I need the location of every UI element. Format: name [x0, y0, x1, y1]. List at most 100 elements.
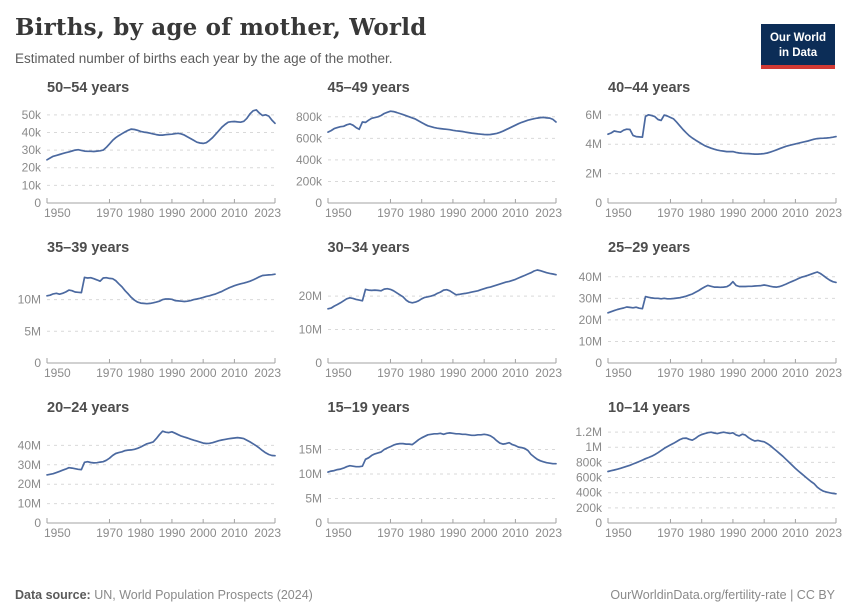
chart-title: 15–19 years [327, 399, 410, 416]
logo-line-2: in Data [778, 46, 818, 59]
chart-panel-50-54: 50–54 years 0 10k 20k 30k 40k 50k 1950 1970 1980… [9, 79, 281, 229]
chart-panel-40-44: 40–44 years 0 2M 4M 6M 1950 1970 1980 1990 2000 2… [570, 79, 842, 229]
svg-text:2000: 2000 [470, 526, 497, 540]
chart-panel-20-24: 20–24 years 0 10M 20M 30M 40M 1950 1970 1980 199… [9, 399, 281, 549]
svg-text:1970: 1970 [657, 526, 684, 540]
svg-text:2023: 2023 [815, 366, 842, 380]
svg-text:600k: 600k [576, 470, 603, 484]
svg-text:1.2M: 1.2M [575, 425, 602, 439]
chart-panel-45-49: 45–49 years 0 200k 400k 600k 800k 1950 1970 198… [290, 79, 562, 229]
svg-text:1950: 1950 [605, 526, 632, 540]
svg-text:1980: 1980 [408, 206, 435, 220]
svg-text:10M: 10M [298, 467, 321, 481]
svg-text:2000: 2000 [190, 206, 217, 220]
chart-footer: Data source: UN, World Population Prospe… [15, 588, 835, 602]
svg-text:1980: 1980 [408, 526, 435, 540]
svg-text:40k: 40k [22, 125, 42, 139]
owid-chart-page: Births, by age of mother, World Estimate… [0, 14, 850, 614]
line-chart: 0 10M 20M 30M 40M 1950 1970 1980 1990 2000 2010 202… [9, 419, 281, 549]
chart-title: 35–39 years [47, 239, 130, 256]
svg-text:2000: 2000 [751, 206, 778, 220]
logo-line-1: Our World [769, 32, 826, 44]
svg-text:1990: 1990 [720, 206, 747, 220]
svg-text:2023: 2023 [535, 206, 562, 220]
svg-text:800k: 800k [576, 455, 603, 469]
svg-text:1970: 1970 [657, 366, 684, 380]
svg-text:2010: 2010 [782, 206, 809, 220]
svg-text:2000: 2000 [190, 526, 217, 540]
svg-text:2010: 2010 [782, 526, 809, 540]
svg-text:2000: 2000 [751, 366, 778, 380]
svg-text:20M: 20M [298, 289, 321, 303]
svg-text:2010: 2010 [221, 366, 248, 380]
svg-text:1950: 1950 [605, 206, 632, 220]
svg-text:6M: 6M [585, 108, 602, 122]
svg-text:5M: 5M [24, 324, 41, 338]
svg-text:30M: 30M [18, 458, 41, 472]
svg-text:600k: 600k [295, 131, 322, 145]
svg-text:1970: 1970 [657, 206, 684, 220]
svg-text:1980: 1980 [127, 526, 154, 540]
chart-panel-25-29: 25–29 years 0 10M 20M 30M 40M 1950 1970 1980 199… [570, 239, 842, 389]
svg-text:30M: 30M [579, 291, 602, 305]
svg-text:0: 0 [315, 196, 322, 210]
svg-text:1950: 1950 [44, 366, 71, 380]
chart-panel-30-34: 30–34 years 0 10M 20M 1950 1970 1980 1990 2000 2… [290, 239, 561, 389]
svg-text:2000: 2000 [751, 526, 778, 540]
line-chart: 0 5M 10M 1950 1970 1980 1990 2000 2010 2023 [9, 259, 281, 389]
svg-text:2000: 2000 [470, 366, 497, 380]
charts-grid: 50–54 years 0 10k 20k 30k 40k 50k 1950 1970 1980… [9, 79, 842, 549]
chart-title: 45–49 years [327, 79, 410, 96]
svg-text:2M: 2M [585, 166, 602, 180]
svg-text:1970: 1970 [96, 206, 123, 220]
svg-text:1980: 1980 [408, 366, 435, 380]
svg-text:10M: 10M [298, 322, 321, 336]
line-chart: 0 200k 400k 600k 800k 1M 1.2M 1950 1970 1980 1990 2… [570, 419, 842, 549]
svg-text:2000: 2000 [470, 206, 497, 220]
page-title: Births, by age of mother, World [15, 14, 427, 41]
chart-panel-15-19: 15–19 years 0 5M 10M 15M 1950 1970 1980 1990 200… [290, 399, 562, 549]
svg-text:1980: 1980 [688, 526, 715, 540]
page-subtitle: Estimated number of births each year by … [15, 50, 393, 66]
svg-text:4M: 4M [585, 137, 602, 151]
line-chart: 0 200k 400k 600k 800k 1950 1970 1980 1990 2000 201… [290, 99, 562, 229]
svg-text:2000: 2000 [190, 366, 217, 380]
svg-text:800k: 800k [295, 110, 322, 124]
chart-title: 30–34 years [327, 239, 410, 256]
chart-title: 40–44 years [608, 79, 691, 96]
svg-text:2023: 2023 [815, 206, 842, 220]
svg-text:1950: 1950 [44, 526, 71, 540]
svg-text:1950: 1950 [44, 206, 71, 220]
svg-text:1970: 1970 [377, 366, 404, 380]
svg-text:5M: 5M [305, 491, 322, 505]
svg-text:1M: 1M [585, 440, 602, 454]
svg-text:1990: 1990 [439, 366, 466, 380]
svg-text:1950: 1950 [605, 366, 632, 380]
svg-text:1950: 1950 [325, 526, 352, 540]
svg-text:1970: 1970 [377, 206, 404, 220]
footer-link[interactable]: OurWorldinData.org/fertility-rate | CC B… [610, 588, 835, 602]
svg-text:1990: 1990 [439, 206, 466, 220]
line-chart: 0 2M 4M 6M 1950 1970 1980 1990 2000 2010 2023 [570, 99, 842, 229]
svg-text:0: 0 [34, 196, 41, 210]
svg-text:0: 0 [595, 196, 602, 210]
svg-text:400k: 400k [576, 485, 603, 499]
data-source-text: UN, World Population Prospects (2024) [90, 588, 313, 602]
chart-panel-10-14: 10–14 years 0 200k 400k 600k 800k 1M 1.2M 1950 1… [570, 399, 842, 549]
svg-text:0: 0 [595, 516, 602, 530]
svg-text:1990: 1990 [720, 366, 747, 380]
chart-title: 20–24 years [47, 399, 130, 416]
svg-text:2023: 2023 [815, 526, 842, 540]
owid-logo: Our World in Data [760, 24, 835, 69]
svg-text:2010: 2010 [782, 366, 809, 380]
chart-title: 50–54 years [47, 79, 130, 96]
svg-text:1980: 1980 [127, 366, 154, 380]
svg-text:1990: 1990 [720, 526, 747, 540]
line-chart: 0 10k 20k 30k 40k 50k 1950 1970 1980 1990 2000 2010… [9, 99, 281, 229]
svg-text:2023: 2023 [535, 526, 562, 540]
chart-title: 10–14 years [608, 399, 691, 416]
svg-text:1990: 1990 [159, 366, 186, 380]
svg-text:2023: 2023 [254, 526, 281, 540]
svg-text:0: 0 [315, 356, 322, 370]
svg-text:0: 0 [34, 516, 41, 530]
